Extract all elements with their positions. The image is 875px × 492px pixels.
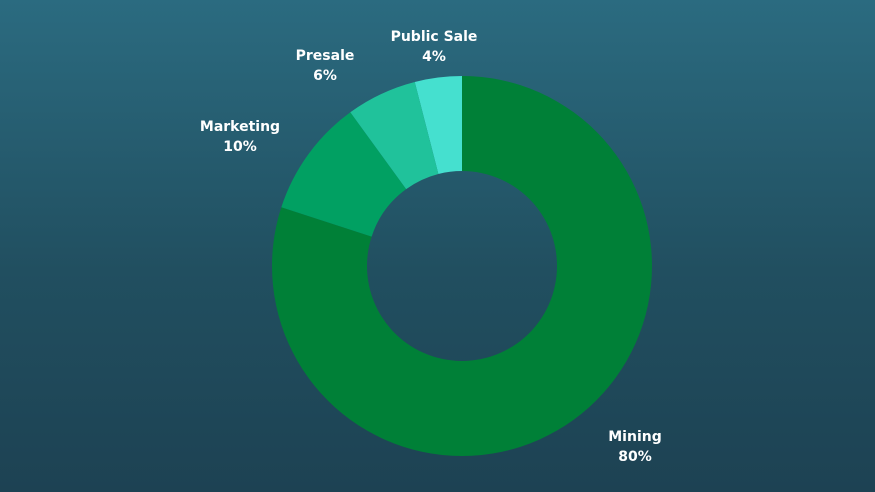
- slice-mining: [272, 76, 652, 456]
- slice-percent-presale: 6%: [313, 68, 337, 84]
- slice-label-public-sale: Public Sale: [391, 29, 478, 45]
- slice-percent-mining: 80%: [618, 449, 652, 465]
- slice-percent-public-sale: 4%: [422, 49, 446, 65]
- slice-public-sale: [414, 76, 462, 174]
- slice-label-marketing: Marketing: [200, 119, 280, 135]
- slice-percent-marketing: 10%: [223, 139, 257, 155]
- slice-marketing: [281, 112, 407, 237]
- slice-presale: [350, 81, 439, 190]
- slice-label-presale: Presale: [296, 48, 355, 64]
- slice-label-mining: Mining: [608, 429, 661, 445]
